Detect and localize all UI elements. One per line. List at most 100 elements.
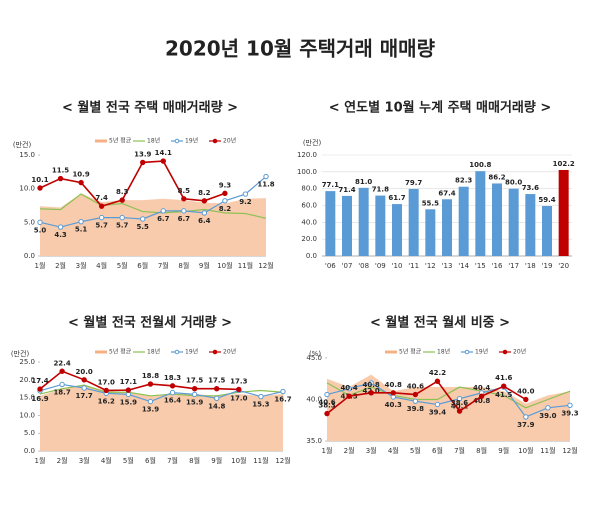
value-label: 82.3 [455,177,472,185]
bar [475,171,486,256]
line [39,176,267,228]
x-tick-label: 4월 [101,456,112,465]
bar [375,195,386,256]
line [39,383,284,403]
value-label: 40.6 [407,383,424,391]
legend-marker [464,349,470,355]
value-label: 77.1 [322,181,339,189]
marker [222,198,228,204]
marker [201,210,208,216]
value-label: 67.4 [438,189,455,197]
marker [222,190,228,197]
marker [280,388,286,395]
marker [78,179,84,186]
value-label: 41.6 [495,374,512,382]
y-tick-label: 100.0 [297,168,317,176]
marker [501,383,507,389]
y-tick-label: 5.0 [24,429,35,437]
bar [542,206,552,256]
value-label: 15.9 [186,398,203,406]
legend-marker [212,138,218,144]
y-tick-label: 35.0 [306,437,322,445]
x-tick-label: 3월 [366,446,377,455]
x-tick-label: 7월 [454,446,465,455]
y-tick-label: 5.0 [24,218,35,226]
marker [181,208,187,214]
value-label: 38.6 [451,399,468,407]
x-tick-label: 1월 [35,456,46,465]
value-label: 40.8 [473,397,490,405]
y-tick-label: 0.0 [24,447,35,455]
x-tick-label: 7월 [158,261,169,270]
bar [408,188,419,256]
marker [368,380,374,386]
x-tick-label: '17 [508,262,519,270]
y-tick-label: 15.0 [19,151,35,159]
x-tick-label: 3월 [76,261,87,270]
marker [169,383,176,389]
marker [456,408,463,414]
line [39,370,239,392]
marker [346,386,352,392]
legend-marker [174,349,180,355]
y-tick-label: 10.0 [19,185,35,193]
value-label: 39.4 [429,408,446,416]
value-label: 14.1 [155,149,172,157]
legend-label: 20년 [223,348,236,356]
marker [103,387,109,394]
value-label: 17.1 [120,378,137,386]
legend-marker [174,138,180,144]
bar [442,199,452,256]
x-tick-label: '08 [358,262,369,270]
x-tick-label: 5월 [410,446,421,455]
value-label: 11.5 [52,167,69,175]
marker [434,378,441,384]
line [326,380,527,415]
x-tick-label: 6월 [432,446,443,455]
value-label: 5.7 [116,222,129,230]
x-tick-label: 10월 [518,446,533,455]
value-label: 13.9 [142,406,159,414]
marker [37,185,43,191]
value-label: 40.4 [340,384,357,392]
x-tick-label: 6월 [145,456,156,465]
marker [434,401,441,408]
marker [81,385,87,391]
marker [478,393,485,399]
marker [98,214,105,221]
y-tick-label: 0.0 [24,252,35,260]
area [40,385,283,451]
legend-label: 20년 [513,348,526,356]
marker [81,377,87,383]
x-tick-label: 2월 [55,261,66,270]
value-label: 8.2 [219,205,232,213]
bar [508,188,519,256]
value-label: 9.3 [219,181,232,189]
x-tick-label: '18 [525,262,536,270]
value-label: 102.2 [553,160,575,168]
value-label: 8.2 [198,189,211,197]
value-label: 100.8 [469,161,491,169]
x-tick-label: '13 [442,262,453,270]
y-tick-label: 40.0 [306,396,322,404]
value-label: 7.4 [95,194,108,202]
page-title: 2020년 10월 주택거래 매매량 [165,37,436,61]
value-label: 22.4 [53,359,70,367]
x-tick-label: 8월 [476,446,487,455]
marker [456,395,463,402]
value-label: 15.3 [252,401,269,409]
value-label: 16.9 [31,395,48,403]
marker [412,391,419,398]
x-tick-label: 12월 [275,456,290,465]
value-label: 5.5 [137,223,150,231]
bar [342,195,352,256]
marker [324,391,330,398]
marker [119,214,125,221]
chart-title: < 연도별 10월 누계 주택 매매거래량 > [329,100,552,116]
x-tick-label: '07 [342,262,353,270]
value-label: 10.9 [72,171,89,179]
x-tick-label: 11월 [238,261,253,270]
y-tick-label: 10.0 [19,411,35,419]
x-tick-label: 8월 [178,261,189,270]
x-tick-label: 1월 [322,446,333,455]
